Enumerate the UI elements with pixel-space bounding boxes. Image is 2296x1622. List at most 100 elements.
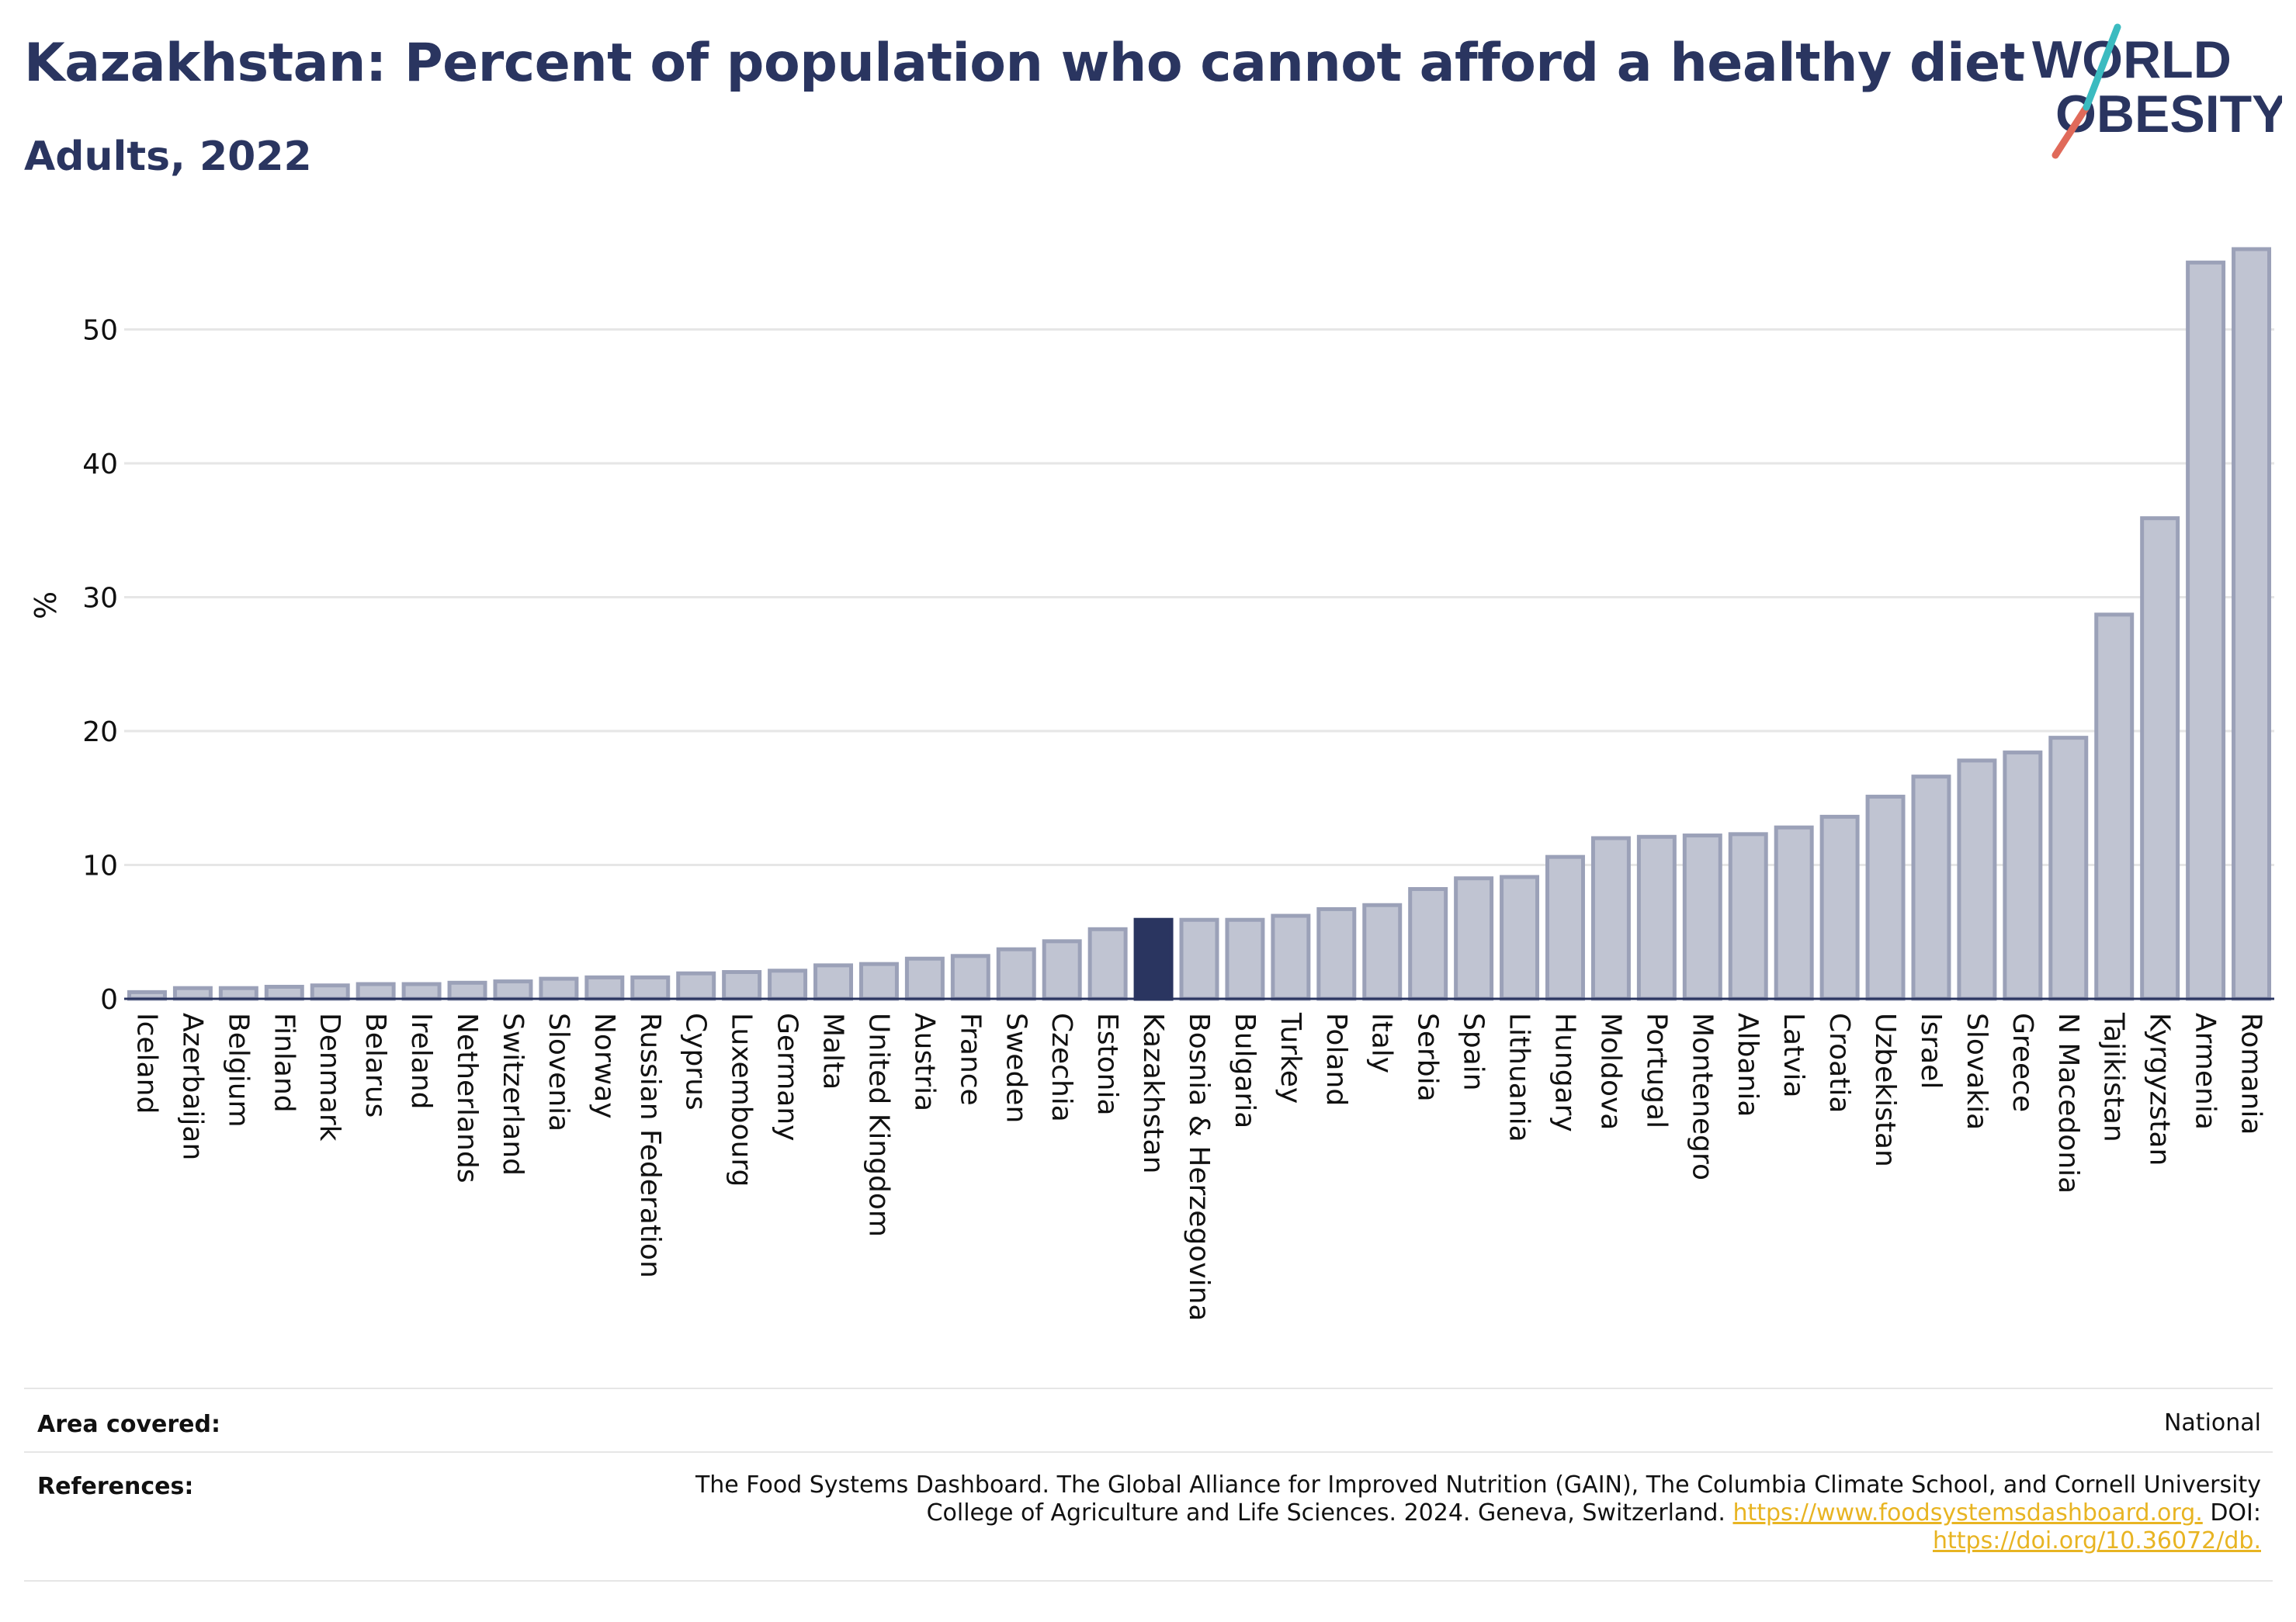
x-tick-label: United Kingdom xyxy=(862,1013,894,1237)
bar-portugal xyxy=(1636,834,1677,1001)
bar-switzerland xyxy=(493,979,533,1001)
bar-netherlands xyxy=(447,980,487,1001)
bar-uzbekistan xyxy=(1865,795,1906,1001)
bar-czechia xyxy=(1042,939,1082,1001)
x-tick-label: Slovakia xyxy=(1961,1013,1993,1130)
y-axis-ticks: 0 10 20 30 40 50 xyxy=(82,315,118,1017)
bar-cyprus xyxy=(676,971,716,1001)
bar-luxembourg xyxy=(722,970,762,1001)
bar-moldova xyxy=(1590,836,1631,1001)
bar-n-macedonia xyxy=(2048,736,2089,1001)
bar-norway xyxy=(584,975,625,1001)
bar-denmark xyxy=(310,983,350,1001)
bars xyxy=(127,247,2272,1001)
bar-albania xyxy=(1728,832,1768,1001)
bar-kyrgyzstan xyxy=(2140,516,2180,1001)
y-tick-label: 30 xyxy=(82,583,118,615)
bar-azerbaijan xyxy=(172,986,213,1001)
bar-armenia xyxy=(2186,260,2226,1001)
y-axis-label: % xyxy=(29,591,63,619)
x-tick-label: Poland xyxy=(1320,1013,1352,1106)
x-tick-label: Kazakhstan xyxy=(1137,1013,1169,1173)
ref-line-1: The Food Systems Dashboard. The Global A… xyxy=(695,1471,2261,1499)
x-tick-label: Azerbaijan xyxy=(176,1013,208,1160)
area-covered-value: National xyxy=(2163,1409,2261,1437)
bar-ireland xyxy=(401,982,442,1001)
x-tick-label: Serbia xyxy=(1412,1013,1444,1102)
x-tick-label: Lithuania xyxy=(1503,1013,1535,1142)
bar-turkey xyxy=(1271,913,1311,1001)
x-tick-label: Spain xyxy=(1458,1013,1490,1091)
bar-germany xyxy=(768,969,808,1001)
bar-belarus xyxy=(355,982,396,1001)
x-tick-label: Latvia xyxy=(1777,1013,1809,1098)
y-tick-label: 50 xyxy=(82,315,118,347)
bar-italy xyxy=(1362,903,1403,1001)
bar-kazakhstan xyxy=(1133,917,1174,1001)
x-tick-label: Greece xyxy=(2006,1013,2038,1112)
x-tick-label: N Macedonia xyxy=(2052,1013,2084,1194)
bar-montenegro xyxy=(1682,834,1722,1001)
doi-label: DOI: xyxy=(2210,1499,2261,1527)
references-label: References: xyxy=(37,1473,194,1500)
y-tick-label: 0 xyxy=(100,984,118,1016)
bar-united-kingdom xyxy=(858,962,899,1001)
bar-slovenia xyxy=(539,976,579,1001)
x-axis-labels: Iceland Azerbaijan Belgium Finland Denmark Be… xyxy=(130,1012,2267,1321)
x-tick-label: Armenia xyxy=(2190,1013,2221,1130)
x-tick-label: Luxembourg xyxy=(726,1013,758,1187)
bar-bosnia-herzegovina xyxy=(1179,917,1219,1001)
bar-greece xyxy=(2003,750,2043,1001)
references-text: The Food Systems Dashboard. The Global A… xyxy=(553,1471,2261,1555)
x-tick-label: Tajikistan xyxy=(2098,1012,2130,1142)
bar-poland xyxy=(1316,906,1357,1001)
bar-croatia xyxy=(1819,814,1860,1001)
x-tick-label: Israel xyxy=(1915,1013,1947,1089)
x-tick-label: Ireland xyxy=(405,1013,437,1110)
x-tick-label: Belarus xyxy=(359,1013,391,1118)
bar-malta xyxy=(813,963,853,1001)
y-tick-label: 40 xyxy=(82,449,118,480)
bar-lithuania xyxy=(1500,875,1540,1001)
footer-divider-mid xyxy=(24,1451,2273,1453)
gridlines xyxy=(124,328,2274,866)
x-tick-label: Italy xyxy=(1366,1013,1398,1073)
bar-belgium xyxy=(218,986,258,1001)
x-tick-label: Germany xyxy=(772,1013,803,1141)
ref-line-2-text: College of Agriculture and Life Sciences… xyxy=(926,1499,1725,1527)
bar-serbia xyxy=(1408,887,1448,1001)
bar-slovakia xyxy=(1957,758,1997,1001)
bar-latvia xyxy=(1774,825,1814,1001)
logo-line1: WORLD xyxy=(2032,30,2232,89)
area-covered-label: Area covered: xyxy=(37,1411,220,1438)
x-tick-label: Cyprus xyxy=(680,1013,712,1111)
bar-sweden xyxy=(996,947,1036,1001)
x-tick-label: Finland xyxy=(268,1013,300,1113)
bar-estonia xyxy=(1087,927,1128,1001)
x-tick-label: Denmark xyxy=(314,1013,345,1142)
doi-link[interactable]: https://doi.org/10.36072/db. xyxy=(1933,1527,2261,1554)
bar-france xyxy=(950,954,990,1001)
dashboard-link[interactable]: https://www.foodsystemsdashboard.org. xyxy=(1732,1499,2203,1527)
x-tick-label: Malta xyxy=(817,1013,849,1090)
x-tick-label: Norway xyxy=(588,1013,620,1119)
chart-subtitle: Adults, 2022 xyxy=(24,133,312,180)
x-tick-label: Austria xyxy=(908,1013,940,1111)
x-tick-label: Belgium xyxy=(222,1013,254,1128)
bar-romania xyxy=(2232,247,2272,1001)
bar-hungary xyxy=(1545,854,1585,1001)
x-tick-label: Moldova xyxy=(1594,1013,1626,1130)
bar-austria xyxy=(904,956,945,1001)
bar-tajikistan xyxy=(2094,612,2135,1001)
world-obesity-logo: WORLD OBESITY xyxy=(2032,23,2282,159)
x-tick-label: Sweden xyxy=(1000,1013,1032,1123)
bar-israel xyxy=(1911,775,1951,1001)
x-tick-label: Bosnia & Herzegovina xyxy=(1183,1013,1215,1321)
footer-divider-top xyxy=(24,1388,2273,1389)
y-tick-label: 20 xyxy=(82,716,118,748)
ref-line-3: https://doi.org/10.36072/db. xyxy=(553,1527,2261,1555)
y-tick-label: 10 xyxy=(82,851,118,882)
bar-bulgaria xyxy=(1225,917,1265,1001)
x-tick-label: Iceland xyxy=(130,1013,162,1114)
x-tick-label: Switzerland xyxy=(497,1013,529,1176)
